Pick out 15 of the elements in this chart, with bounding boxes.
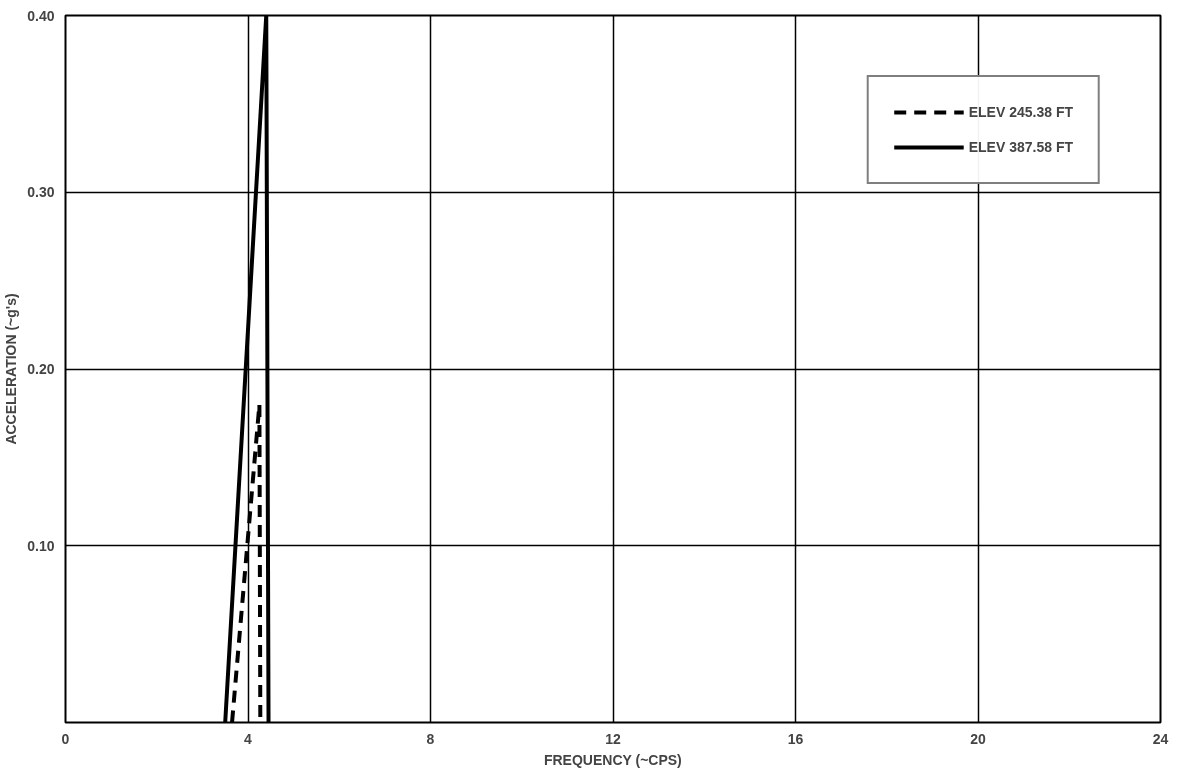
legend-label: ELEV 245.38 FT (968, 104, 1073, 120)
y-tick-label: 0.30 (27, 184, 55, 201)
x-tick-label: 24 (1152, 730, 1169, 747)
x-tick-label: 20 (970, 730, 986, 747)
x-tick-label: 16 (787, 730, 804, 747)
y-tick-label: 0.20 (27, 361, 55, 377)
x-tick-label: 12 (605, 730, 621, 747)
x-tick-label: 4 (244, 730, 253, 747)
legend-label: ELEV 387.58 FT (968, 139, 1073, 155)
x-tick-label: 0 (61, 730, 70, 747)
x-axis-title: FREQUENCY (~CPS) (543, 751, 682, 768)
y-tick-label: 0.40 (27, 7, 55, 24)
x-tick-label: 8 (426, 730, 435, 747)
y-tick-label: 0.10 (27, 537, 55, 554)
y-axis-title: ACCELERATION (~g's) (3, 293, 20, 445)
